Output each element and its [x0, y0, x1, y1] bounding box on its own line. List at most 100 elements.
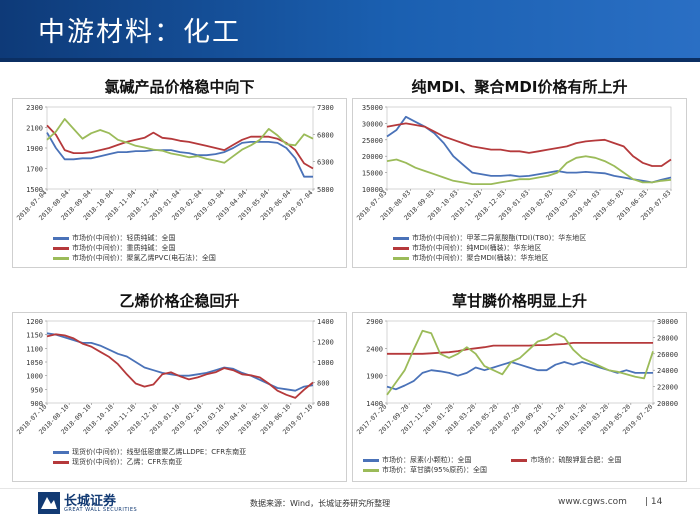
- y-tick-label: 35000: [362, 104, 383, 112]
- chart-svg: 1000015000200002500030000350002018-07-03…: [355, 104, 672, 222]
- series-line: [46, 333, 314, 399]
- chart-panel-glyphosate: 草甘膦价格明显上升 1400 1900 2400 2900 20000 22000 2400…: [352, 290, 687, 482]
- y2-tick-label: 5800: [317, 186, 334, 194]
- series-line: [387, 341, 653, 355]
- legend-swatch: [53, 460, 69, 464]
- logo-subtitle: GREAT WALL SECURITIES: [64, 507, 138, 513]
- legend-label: 市场价：硫酸钾复合肥：全国: [530, 456, 622, 464]
- chart-title: 草甘膦价格明显上升: [451, 292, 587, 310]
- legend-swatch: [53, 236, 69, 240]
- y2-tick-label: 1400: [317, 318, 334, 326]
- legend-swatch: [393, 256, 409, 260]
- series-line: [46, 124, 314, 170]
- great-wall-logo-icon: [38, 492, 60, 514]
- chart-title: 纯MDI、聚合MDI价格有所上升: [411, 78, 628, 96]
- chart-legend: 现货价(中间价)：线型低密度聚乙烯LLDPE：CFR东南亚 现货价(中间价)：乙烯…: [53, 447, 246, 467]
- y-tick-label: 1050: [26, 359, 43, 367]
- legend-label: 市场价：尿素(小颗粒)：全国: [382, 456, 472, 464]
- y-tick-label: 25000: [362, 137, 383, 145]
- plot-frame: [46, 320, 314, 404]
- y2-tick-label: 20000: [657, 400, 678, 408]
- y2-tick-label: 800: [317, 380, 330, 388]
- y-tick-label: 2900: [366, 318, 383, 326]
- legend-swatch: [393, 246, 409, 250]
- logo-name: 长城证券: [64, 494, 117, 509]
- y-tick-label: 1100: [26, 345, 43, 353]
- chart-box: 1500 1700 1900 2100 2300 5800 6300 6800 7300 2018…: [12, 98, 347, 268]
- legend-label: 市场价(中间价)：重质纯碱：全国: [72, 244, 176, 252]
- y-tick-label: 1200: [26, 318, 43, 326]
- y-tick-label: 2100: [26, 125, 43, 133]
- legend-label: 市场价(中间价)：聚氯乙烯PVC(电石法)：全国: [72, 254, 216, 262]
- legend-item: 市场价(中间价)：聚氯乙烯PVC(电石法)：全国: [53, 253, 216, 263]
- legend-swatch: [363, 458, 379, 462]
- legend-swatch: [53, 450, 69, 454]
- legend-item: 市场价：硫酸钾复合肥：全国: [511, 455, 621, 465]
- y2-tick-label: 26000: [657, 351, 678, 359]
- y2-tick-label: 30000: [657, 318, 678, 326]
- chart-box: 10000 15000 20000 25000 30000 35000 2018-07-03…: [352, 98, 687, 268]
- chart-panel-chlor-alkali: 氯碱产品价格稳中向下 1500 1700 1900 2100 2300 5800 6300 6…: [12, 76, 347, 268]
- legend-swatch: [363, 468, 379, 472]
- legend-label: 市场价(中间价)：聚合MDI(桶装)：华东地区: [412, 254, 549, 262]
- y2-tick-label: 7300: [317, 104, 334, 112]
- y-tick-label: 900: [30, 400, 43, 408]
- legend-item: 市场价(中间价)：甲苯二异氰酸酯(TDI)(T80)：华东地区: [393, 233, 586, 243]
- chart-svg: 1400 1900 2400 2900 20000 22000 24000 26000 2800…: [355, 318, 678, 436]
- legend-swatch: [53, 256, 69, 260]
- legend-item: 现货价(中间价)：线型低密度聚乙烯LLDPE：CFR东南亚: [53, 447, 246, 457]
- chart-legend: 市场价(中间价)：轻质纯碱：全国 市场价(中间价)：重质纯碱：全国市场价(中间价)…: [53, 233, 216, 263]
- y-tick-label: 1700: [26, 166, 43, 174]
- y-tick-label: 20000: [362, 153, 383, 161]
- chart-svg: 1500170019002100230058006300680073002018…: [15, 104, 334, 222]
- company-logo: 长城证券 GREAT WALL SECURITIES: [38, 490, 137, 520]
- y2-tick-label: 24000: [657, 367, 678, 375]
- y-tick-label: 1900: [26, 145, 43, 153]
- y2-tick-label: 1200: [317, 339, 334, 347]
- y-tick-label: 1150: [26, 332, 43, 340]
- y-tick-label: 2300: [26, 104, 43, 112]
- chart-box: 1400 1900 2400 2900 20000 22000 24000 26000 2800…: [352, 312, 687, 482]
- y-tick-label: 30000: [362, 120, 383, 128]
- legend-label: 市场价：草甘膦(95%原药)：全国: [382, 466, 488, 474]
- series-line: [386, 155, 672, 185]
- y2-tick-label: 28000: [657, 334, 678, 342]
- chart-panel-mdi: 纯MDI、聚合MDI价格有所上升 10000 15000 20000 25000 300…: [352, 76, 687, 268]
- legend-swatch: [393, 236, 409, 240]
- y2-tick-label: 6300: [317, 159, 334, 167]
- plot-frame: [46, 106, 314, 190]
- series-line: [46, 132, 313, 178]
- chart-title: 乙烯价格企稳回升: [119, 292, 240, 310]
- chart-svg: 900 950 1000 1050 1100 1150 1200 600 800 1000 1200…: [15, 318, 334, 436]
- legend-swatch: [511, 458, 528, 462]
- legend-item: 市场价：草甘膦(95%原药)：全国: [363, 465, 487, 475]
- legend-item: 市场价(中间价)：轻质纯碱：全国: [53, 233, 216, 243]
- slide-title: 中游材料：化工: [38, 17, 241, 48]
- chart-title: 氯碱产品价格稳中向下: [104, 78, 255, 96]
- legend-item: 市场价(中间价)：重质纯碱：全国: [53, 243, 216, 253]
- legend-label: 现货价(中间价)：线型低密度聚乙烯LLDPE：CFR东南亚: [72, 448, 247, 456]
- y-tick-label: 1500: [26, 186, 43, 194]
- legend-label: 市场价(中间价)：轻质纯碱：全国: [72, 234, 176, 242]
- legend-item: 市场价：尿素(小颗粒)：全国: [363, 455, 471, 465]
- y2-tick-label: 600: [317, 400, 330, 408]
- y-tick-label: 1900: [366, 373, 383, 381]
- series-line: [46, 332, 314, 392]
- y2-tick-label: 6800: [317, 131, 334, 139]
- series-line: [386, 122, 672, 167]
- chart-box: 900 950 1000 1050 1100 1150 1200 600 800 1000 1200…: [12, 312, 347, 482]
- y-tick-label: 10000: [362, 186, 383, 194]
- y2-tick-label: 1000: [317, 359, 334, 367]
- legend-label: 市场价(中间价)：甲苯二异氰酸酯(TDI)(T80)：华东地区: [412, 234, 587, 242]
- y2-tick-label: 22000: [657, 384, 678, 392]
- legend-swatch: [53, 246, 69, 250]
- page-number: | 14: [645, 497, 663, 507]
- website-link[interactable]: www.cgws.com: [558, 497, 627, 507]
- legend-label: 现货价(中间价)：乙烯：CFR东南亚: [72, 458, 183, 466]
- series-line: [46, 118, 314, 164]
- chart-legend: 市场价：尿素(小颗粒)：全国 市场价：硫酸钾复合肥：全国市场价：草甘膦(95%原药…: [363, 455, 678, 475]
- series-line: [386, 115, 672, 184]
- legend-label: 市场价(中间价)：纯MDI(桶装)：华东地区: [412, 244, 542, 252]
- legend-item: 市场价(中间价)：聚合MDI(桶装)：华东地区: [393, 253, 586, 263]
- y-tick-label: 15000: [362, 170, 383, 178]
